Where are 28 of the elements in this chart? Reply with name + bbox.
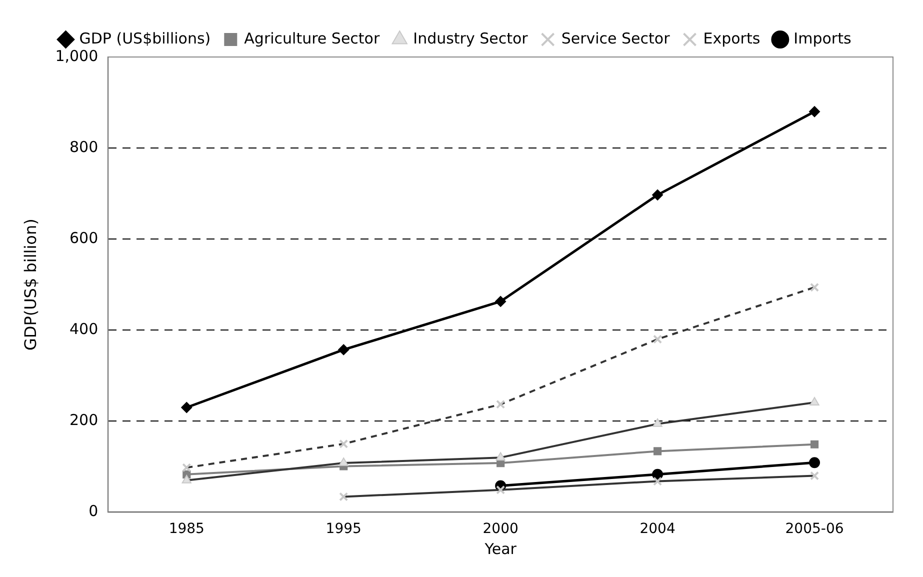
y-tick-label: 400 (70, 320, 98, 338)
legend-label: Service Sector (561, 29, 671, 48)
y-tick-label: 1,000 (55, 46, 98, 65)
point (652, 189, 664, 200)
x-tick-label: 2004 (640, 521, 676, 538)
x-tick-label: 2005-06 (785, 521, 844, 538)
point (809, 106, 820, 118)
y-tick-label: 0 (88, 502, 98, 520)
point (338, 344, 350, 356)
legend-label: Imports (794, 29, 852, 48)
legend-label: Industry Sector (413, 29, 529, 48)
point (654, 447, 662, 456)
point (810, 440, 819, 448)
y-tick-label: 200 (70, 411, 98, 430)
y-tick-label: 800 (70, 138, 98, 156)
x-tick-label: 1985 (168, 521, 204, 538)
point (181, 402, 192, 414)
legend-label: Exports (703, 29, 760, 48)
point (809, 457, 820, 468)
x-axis-title: Year (484, 540, 518, 558)
y-axis-title: GDP(US$ billion) (20, 218, 40, 351)
legend-label: Agriculture Sector (244, 29, 380, 48)
x-tick-label: 2000 (482, 521, 518, 538)
point (652, 468, 664, 480)
point (495, 296, 506, 307)
y-tick-label: 600 (70, 228, 98, 247)
x-tick-label: 1995 (326, 521, 362, 538)
legend-label: GDP (US$billions) (79, 29, 211, 48)
